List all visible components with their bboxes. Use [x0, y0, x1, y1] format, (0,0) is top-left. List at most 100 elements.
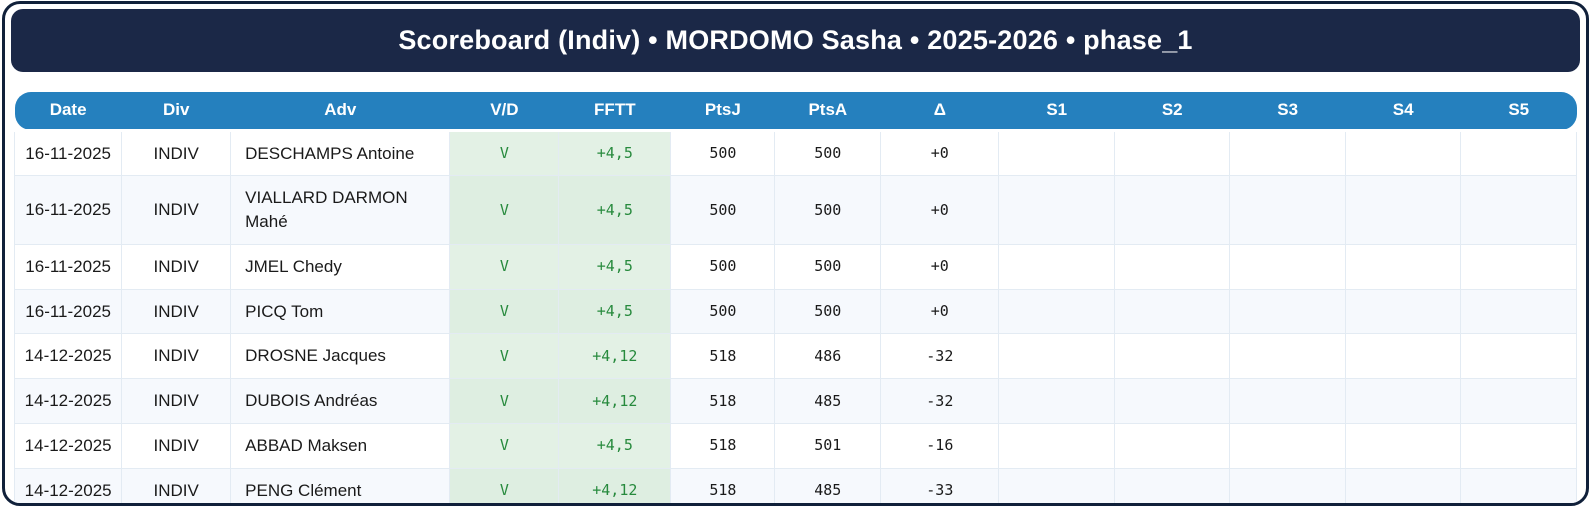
cell-delta: -33 — [880, 467, 1000, 503]
cell-date: 16-11-2025 — [13, 129, 123, 177]
cell-vd: V — [449, 467, 560, 503]
table-row: 16-11-2025 INDIV JMEL Chedy V +4,5 500 5… — [13, 243, 1577, 290]
cell-s4 — [1344, 175, 1462, 245]
cell-s3 — [1229, 129, 1346, 177]
cell-ptsj: 518 — [670, 333, 776, 380]
cell-fftt: +4,5 — [558, 243, 672, 290]
cell-delta: +0 — [880, 288, 1000, 335]
cell-date: 14-12-2025 — [13, 423, 123, 469]
cell-adv: JMEL Chedy — [230, 243, 451, 290]
cell-date: 14-12-2025 — [13, 467, 123, 503]
cell-adv: ABBAD Maksen — [230, 423, 451, 469]
cell-s5 — [1460, 378, 1577, 425]
cell-s5 — [1460, 243, 1577, 290]
cell-delta: -32 — [880, 333, 1000, 380]
cell-s3 — [1229, 333, 1346, 380]
table-header-row: Date Div Adv V/D FFTT PtsJ PtsA Δ S1 S2 … — [14, 92, 1577, 132]
scoreboard-table-container: Date Div Adv V/D FFTT PtsJ PtsA Δ S1 S2 … — [13, 92, 1577, 503]
cell-ptsj: 500 — [670, 288, 776, 335]
cell-fftt: +4,5 — [558, 175, 672, 245]
cell-s5 — [1460, 423, 1577, 469]
cell-s2 — [1113, 175, 1231, 245]
column-header-s2: S2 — [1114, 92, 1230, 132]
cell-fftt: +4,5 — [558, 288, 672, 335]
table-row: 14-12-2025 INDIV PENG Clément V +4,12 51… — [13, 467, 1577, 503]
cell-delta: -32 — [880, 378, 1000, 425]
cell-adv: DUBOIS Andréas — [230, 378, 451, 425]
cell-adv: PENG Clément — [230, 467, 451, 503]
cell-adv: VIALLARD DARMON Mahé — [230, 175, 451, 245]
column-header-s3: S3 — [1229, 92, 1346, 132]
cell-delta: +0 — [880, 129, 1000, 177]
cell-adv: PICQ Tom — [230, 288, 451, 335]
cell-s2 — [1113, 423, 1231, 469]
cell-delta: +0 — [880, 175, 1000, 245]
cell-s5 — [1460, 175, 1577, 245]
column-header-adv: Adv — [230, 92, 450, 132]
cell-delta: -16 — [880, 423, 1000, 469]
cell-div: INDIV — [121, 288, 232, 335]
column-header-s5: S5 — [1460, 92, 1577, 132]
table-row: 16-11-2025 INDIV PICQ Tom V +4,5 500 500… — [13, 288, 1577, 335]
cell-s1 — [998, 467, 1115, 503]
cell-delta: +0 — [880, 243, 1000, 290]
cell-s4 — [1344, 378, 1462, 425]
cell-s3 — [1229, 288, 1346, 335]
column-header-s4: S4 — [1345, 92, 1461, 132]
cell-ptsa: 485 — [774, 467, 882, 503]
cell-s4 — [1344, 129, 1462, 177]
cell-ptsj: 518 — [670, 423, 776, 469]
cell-ptsa: 500 — [774, 243, 882, 290]
cell-s4 — [1344, 288, 1462, 335]
cell-div: INDIV — [121, 129, 232, 177]
cell-ptsj: 500 — [670, 129, 776, 177]
cell-s4 — [1344, 243, 1462, 290]
cell-ptsj: 500 — [670, 243, 776, 290]
cell-s2 — [1113, 467, 1231, 503]
cell-date: 14-12-2025 — [13, 333, 123, 380]
table-row: 14-12-2025 INDIV ABBAD Maksen V +4,5 518… — [13, 423, 1577, 469]
cell-s2 — [1113, 333, 1231, 380]
cell-ptsa: 500 — [774, 129, 882, 177]
table-row: 14-12-2025 INDIV DROSNE Jacques V +4,12 … — [13, 333, 1577, 380]
cell-s3 — [1229, 175, 1346, 245]
table-row: 16-11-2025 INDIV VIALLARD DARMON Mahé V … — [13, 175, 1577, 245]
cell-div: INDIV — [121, 423, 232, 469]
cell-fftt: +4,12 — [558, 467, 672, 503]
cell-div: INDIV — [121, 243, 232, 290]
column-header-div: Div — [121, 92, 231, 132]
cell-s2 — [1113, 378, 1231, 425]
cell-ptsj: 500 — [670, 175, 776, 245]
cell-s1 — [998, 129, 1115, 177]
cell-s1 — [998, 378, 1115, 425]
cell-s5 — [1460, 129, 1577, 177]
cell-s4 — [1344, 467, 1462, 503]
column-header-delta: Δ — [880, 92, 999, 132]
cell-ptsa: 500 — [774, 175, 882, 245]
cell-vd: V — [449, 129, 560, 177]
cell-s2 — [1113, 129, 1231, 177]
cell-date: 14-12-2025 — [13, 378, 123, 425]
table-row: 16-11-2025 INDIV DESCHAMPS Antoine V +4,… — [13, 129, 1577, 177]
column-header-fftt: FFTT — [558, 92, 671, 132]
title-bar: Scoreboard (Indiv) • MORDOMO Sasha • 202… — [11, 9, 1580, 72]
cell-s4 — [1344, 423, 1462, 469]
cell-vd: V — [449, 378, 560, 425]
cell-s1 — [998, 175, 1115, 245]
cell-fftt: +4,12 — [558, 378, 672, 425]
cell-adv: DESCHAMPS Antoine — [230, 129, 451, 177]
cell-s3 — [1229, 467, 1346, 503]
cell-ptsa: 486 — [774, 333, 882, 380]
scoreboard-table: Date Div Adv V/D FFTT PtsJ PtsA Δ S1 S2 … — [13, 92, 1577, 503]
column-header-s1: S1 — [998, 92, 1115, 132]
cell-fftt: +4,5 — [558, 129, 672, 177]
cell-s1 — [998, 288, 1115, 335]
cell-ptsa: 501 — [774, 423, 882, 469]
cell-s3 — [1229, 243, 1346, 290]
column-header-vd: V/D — [449, 92, 559, 132]
table-row: 14-12-2025 INDIV DUBOIS Andréas V +4,12 … — [13, 378, 1577, 425]
cell-s3 — [1229, 423, 1346, 469]
cell-s1 — [998, 243, 1115, 290]
cell-vd: V — [449, 288, 560, 335]
cell-s1 — [998, 423, 1115, 469]
